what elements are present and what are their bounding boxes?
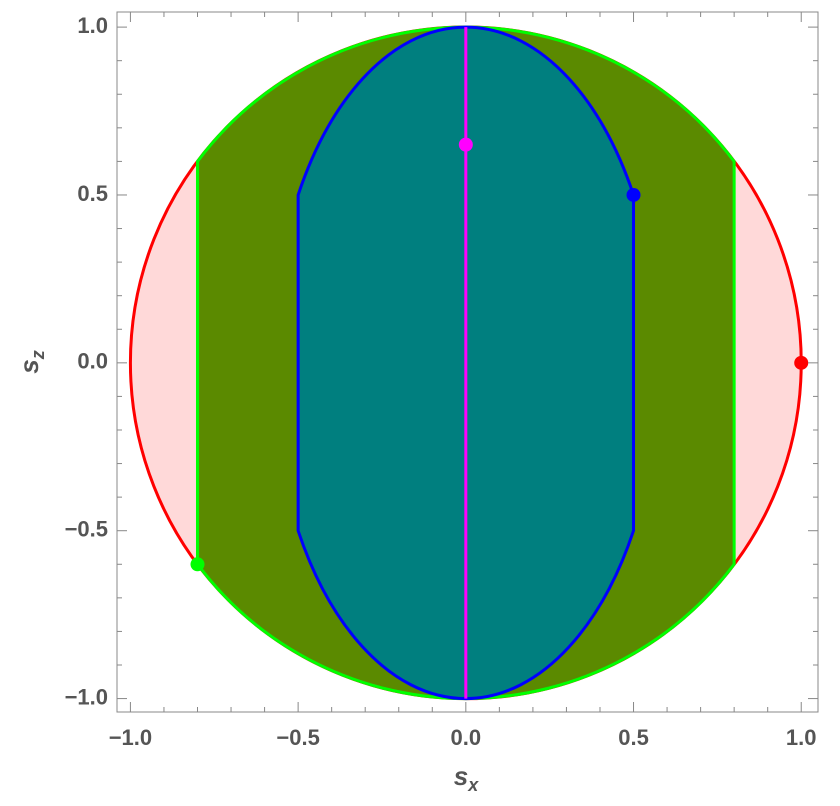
x-tick-label: 0.0 bbox=[451, 725, 482, 750]
x-tick-label: −0.5 bbox=[276, 725, 319, 750]
point bbox=[626, 187, 641, 202]
point bbox=[190, 557, 205, 572]
x-axis-label: sx bbox=[454, 761, 479, 795]
y-axis-label: sz bbox=[14, 350, 48, 373]
x-tick-label: 0.5 bbox=[618, 725, 649, 750]
point bbox=[458, 137, 473, 152]
x-tick-label: 1.0 bbox=[786, 725, 817, 750]
y-tick-label: 1.0 bbox=[77, 13, 108, 38]
y-tick-label: −0.5 bbox=[65, 517, 108, 542]
point bbox=[794, 355, 809, 370]
y-tick-label: −1.0 bbox=[65, 684, 108, 709]
plot-frame bbox=[116, 11, 819, 713]
y-tick-label: 0.0 bbox=[77, 349, 108, 374]
x-tick-label: −1.0 bbox=[109, 725, 152, 750]
y-tick-label: 0.5 bbox=[77, 181, 108, 206]
